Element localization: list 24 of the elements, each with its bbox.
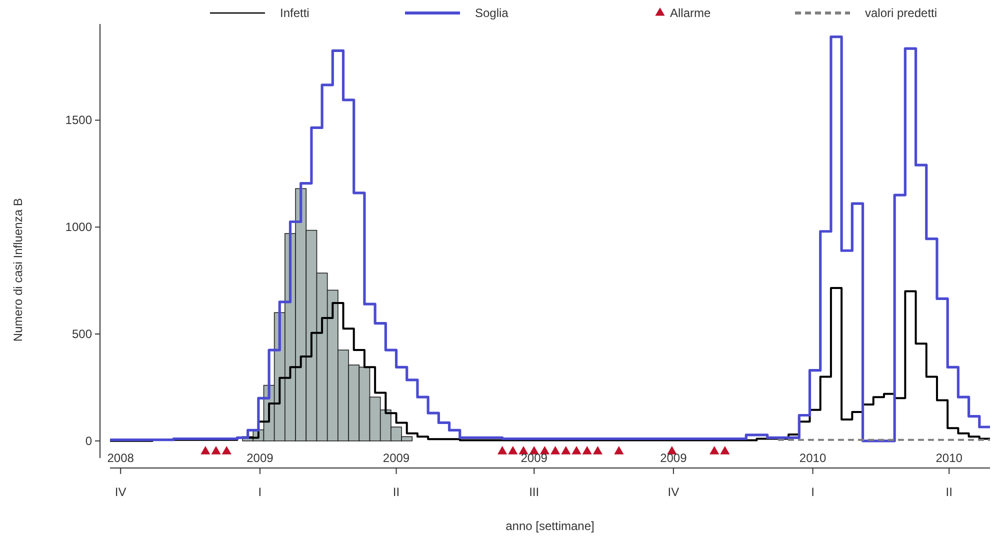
y-tick-label: 1500 <box>65 113 92 128</box>
y-tick-label: 1000 <box>65 220 92 234</box>
x-tick-label: 2008 <box>107 451 134 465</box>
legend-label: Allarme <box>670 6 711 20</box>
text: III <box>529 485 540 499</box>
x-tick-label: 2009 <box>660 451 688 465</box>
y-axis-title: Numero di casi Influenza B <box>11 198 25 342</box>
text: IV <box>668 485 680 499</box>
x-tick-label: 2010 <box>799 451 826 465</box>
x-tick-label: 2009 <box>246 451 274 465</box>
legend-label: Soglia <box>475 6 509 20</box>
x-tick-label: 2009 <box>520 451 548 465</box>
y-tick-label: 0 <box>85 434 92 448</box>
text: I <box>811 485 814 499</box>
x-axis-title: anno [settimane] <box>506 519 594 533</box>
x-tick-label: 2010 <box>936 451 963 465</box>
text: II <box>392 485 400 499</box>
text: IV <box>114 485 126 499</box>
legend-label: valori predetti <box>865 6 938 20</box>
x-tick-label: 2009 <box>382 451 410 465</box>
legend-label: Infetti <box>280 6 310 20</box>
y-tick-label: 500 <box>72 327 92 341</box>
text: II <box>946 485 952 499</box>
text: I <box>258 485 262 499</box>
